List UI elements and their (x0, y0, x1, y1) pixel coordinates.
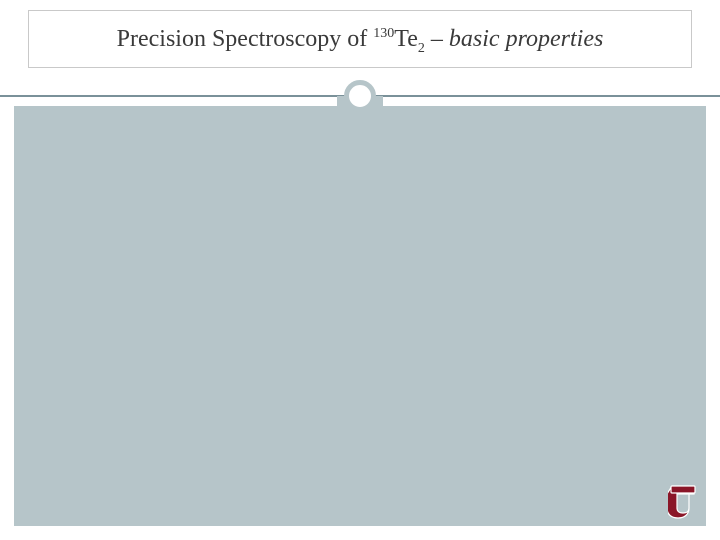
title-mass-number: 130 (373, 26, 394, 41)
slide: Precision Spectroscopy of 130Te2 – basic… (0, 0, 720, 540)
title-element: Te (394, 26, 418, 52)
slide-title: Precision Spectroscopy of 130Te2 – basic… (117, 26, 604, 53)
decorative-ring-icon (344, 80, 376, 112)
body-area (0, 96, 720, 540)
title-box: Precision Spectroscopy of 130Te2 – basic… (28, 10, 692, 68)
title-suffix: basic properties (449, 26, 603, 52)
title-prefix: Precision Spectroscopy of (117, 26, 374, 52)
body-panel (14, 106, 706, 526)
title-subscript: 2 (418, 40, 425, 55)
ou-logo (668, 484, 698, 520)
title-separator: – (425, 26, 449, 52)
ou-logo-icon (668, 484, 698, 520)
